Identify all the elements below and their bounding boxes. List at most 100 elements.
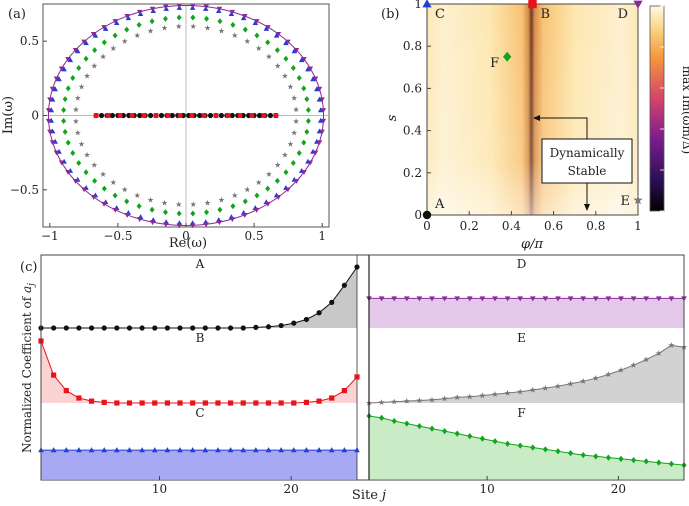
a-point-C <box>83 40 89 46</box>
b-marker-F <box>502 51 512 62</box>
subpanel-point-C <box>253 447 259 453</box>
a-point-F <box>230 21 236 28</box>
a-point-F <box>254 32 260 39</box>
panel-a-label: (a) <box>8 7 26 22</box>
a-point-F <box>254 192 260 199</box>
subpanel-point-A <box>278 322 284 329</box>
a-point-A <box>267 112 274 119</box>
subpanel-point-D <box>555 296 561 302</box>
a-point-C <box>48 117 55 123</box>
subpanel-point-E <box>542 384 549 391</box>
subpanel-point-A <box>265 324 272 330</box>
a-point-C <box>291 48 298 54</box>
a-point-E <box>244 186 251 193</box>
a-point-E <box>265 171 272 177</box>
subpanel-point-C <box>63 447 70 453</box>
subpanel-point-D <box>655 296 662 302</box>
a-point-D <box>45 108 52 113</box>
a-point-C <box>92 32 99 38</box>
subpanel-point-B <box>265 400 272 406</box>
subpanel-point-E <box>454 394 461 401</box>
a-point-D <box>216 6 223 12</box>
a-point-F <box>62 96 68 103</box>
subpanel-point-F <box>379 414 385 422</box>
panel-c-ylabel-sub: j <box>27 283 37 288</box>
a-point-A <box>137 112 143 119</box>
a-point-D <box>189 3 196 9</box>
a-point-D <box>253 19 260 25</box>
a-point-F <box>296 74 302 81</box>
a-point-E <box>293 106 300 113</box>
subpanel-fill-B <box>41 341 357 403</box>
a-point-F <box>76 159 82 166</box>
a-point-E <box>287 141 294 147</box>
a-point-E <box>161 199 168 206</box>
a-point-C <box>317 107 324 113</box>
subpanel-point-D <box>580 296 587 302</box>
subpanel-point-D <box>479 296 486 302</box>
a-point-F <box>83 55 89 62</box>
dynamically-stable-line2: Stable <box>568 164 607 178</box>
a-point-D <box>229 217 236 222</box>
annotation-arrow-left-line <box>537 117 588 139</box>
subpanel-point-E <box>668 342 675 348</box>
a-point-E <box>255 45 262 51</box>
a-series-B <box>93 113 279 118</box>
a-point-F <box>242 26 248 33</box>
a-point-C <box>263 26 270 31</box>
a-point-D <box>285 187 291 193</box>
subpanel-point-D <box>429 296 435 302</box>
subpanel-point-C <box>278 447 285 453</box>
a-point-F <box>242 198 248 205</box>
subpanel-point-C <box>164 447 171 453</box>
a-point-D <box>72 47 79 53</box>
a-point-E <box>291 94 298 101</box>
subpanel-point-D <box>592 296 599 302</box>
a-point-F <box>305 118 311 125</box>
panel-c-ylabel: Normalized Coefficient of aj <box>20 283 37 453</box>
subpanel-point-F <box>656 459 662 466</box>
a-point-E <box>190 23 197 30</box>
subpanel-fill-A <box>41 267 357 328</box>
a-point-D <box>216 220 223 226</box>
subpanel-point-B <box>253 400 259 406</box>
subpanel-point-C <box>328 447 335 453</box>
panel-a-eigenvalues <box>45 3 327 229</box>
subpanel-fill-D <box>369 298 684 328</box>
subpanel-point-D <box>630 296 637 302</box>
a-point-C <box>137 11 144 17</box>
a-point-D <box>47 97 53 103</box>
a-point-F <box>301 85 307 92</box>
panel-c-site-coefficients: (c) A B C D E F 10 20 10 20 Normalized Coefficie… <box>20 254 688 503</box>
panel-b-markers: A B C D E F <box>422 0 643 220</box>
a-point-D <box>242 212 248 218</box>
subpanel-point-C <box>265 447 272 453</box>
subpanel-point-A <box>63 325 69 331</box>
a-xtick-label: −1 <box>41 229 59 243</box>
a-point-F <box>149 206 155 213</box>
panel-c-ylabel-main: Normalized Coefficient of <box>20 293 34 453</box>
a-point-F <box>190 210 196 217</box>
a-point-A <box>169 112 175 119</box>
subpanel-point-B <box>240 400 246 406</box>
subpanel-point-F <box>416 422 422 430</box>
a-point-F <box>301 139 307 146</box>
subpanel-point-A <box>354 264 360 270</box>
subpanel-point-F <box>429 425 435 432</box>
subpanel-point-B <box>291 400 297 406</box>
panel-c-label: (c) <box>20 260 37 275</box>
subpanel-F: F <box>366 406 687 479</box>
a-point-D <box>265 25 271 31</box>
subpanel-point-D <box>378 296 385 302</box>
a-point-F <box>70 150 76 157</box>
a-point-F <box>83 169 89 176</box>
subpanel-point-C <box>303 447 310 453</box>
c-xtick-label: 20 <box>611 482 626 496</box>
subpanel-point-B <box>329 395 335 401</box>
subpanel-point-C <box>202 447 209 453</box>
a-point-D <box>176 3 183 9</box>
subpanel-point-F <box>530 444 536 451</box>
subpanel-point-F <box>517 442 523 449</box>
dynamically-stable-box <box>541 138 633 184</box>
b-ytick-label: 1 <box>414 0 422 11</box>
